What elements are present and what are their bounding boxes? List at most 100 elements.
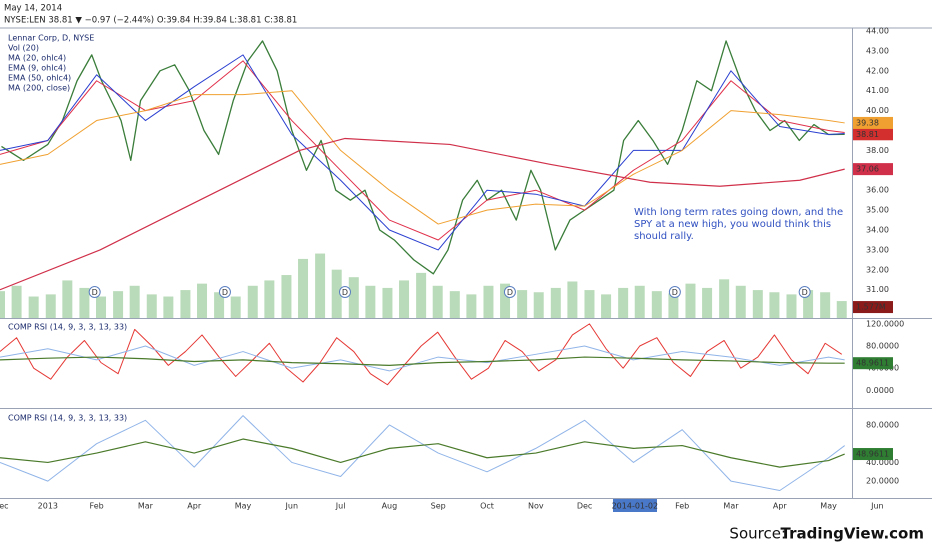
- volume-bar: [550, 287, 561, 318]
- volume-bar: [62, 280, 73, 318]
- quote: NYSE:LEN 38.81 ▼ −0.97 (−2.44%) O:39.84 …: [4, 16, 297, 26]
- volume-bar: [281, 275, 292, 318]
- y-tick-label: 36.00: [866, 186, 889, 195]
- last-value-label: 48.9611: [856, 359, 889, 368]
- last-value-label: 39.38: [856, 118, 879, 127]
- volume-bar: [214, 292, 225, 318]
- series-line: [0, 415, 845, 492]
- y-tick-label: 33.00: [866, 245, 889, 254]
- volume-bar: [146, 294, 157, 318]
- volume-bar: [803, 290, 814, 318]
- axis-layer: ec 2013 Feb Mar Apr May Jun Jul Aug Sep Oct Nov Dec 2…: [0, 26, 904, 510]
- legend-entry: MA (20, ohlc4): [8, 54, 66, 63]
- y-tick-label: 41.00: [866, 86, 889, 95]
- volume-bar: [836, 301, 847, 318]
- y-tick-label: 34.00: [866, 226, 889, 235]
- dividend-label: D: [92, 288, 98, 297]
- series-line: [0, 323, 843, 386]
- y-tick-label: 35.00: [866, 206, 889, 215]
- dividend-marker: [798, 286, 811, 298]
- volume-bar: [315, 253, 326, 318]
- volume-bar: [500, 283, 511, 318]
- dividend-label: D: [672, 288, 678, 297]
- crosshair-date-box: [613, 499, 657, 512]
- last-value-label: 37.06: [856, 165, 879, 174]
- volume-bar: [432, 285, 443, 318]
- x-tick-label: Jul: [335, 502, 346, 511]
- dividend-label: D: [342, 288, 348, 297]
- y-tick-label: 120.0000: [866, 319, 904, 328]
- volume-bar: [11, 285, 22, 318]
- volume-bar: [0, 291, 5, 318]
- legend-entry: MA (200, close): [8, 84, 70, 93]
- series-line: [0, 438, 845, 468]
- y-tick-label: 43.00: [866, 46, 889, 55]
- volume-bar: [466, 294, 477, 318]
- volume-bar: [769, 292, 780, 318]
- volume-bar: [28, 296, 39, 318]
- y-tick-label: 40.0000: [866, 458, 899, 467]
- volume-bar: [230, 296, 241, 318]
- series-line: [0, 54, 845, 251]
- date: May 14, 2014: [4, 4, 62, 14]
- last-value-box: [853, 116, 893, 129]
- price-pane: [0, 28, 852, 318]
- volume-bar: [298, 258, 309, 318]
- last-value-label: 1.577M: [856, 303, 886, 312]
- y-tick-label: 38.00: [866, 146, 889, 155]
- x-tick-label: Apr: [773, 502, 788, 511]
- dividend-label: D: [507, 288, 513, 297]
- volume-bar: [399, 280, 410, 318]
- volume-bar: [601, 294, 612, 318]
- volume-bar: [129, 285, 140, 318]
- volume-bar: [786, 294, 797, 318]
- x-tick-label: Jun: [285, 502, 299, 511]
- source-prefix: Source:: [729, 525, 786, 543]
- annotation-line: should rally.: [634, 231, 694, 242]
- dividend-label: D: [222, 288, 228, 297]
- volume-bar: [752, 290, 763, 318]
- series-line: [0, 356, 845, 366]
- dividend-marker: [218, 286, 231, 298]
- volume-bar: [79, 287, 90, 318]
- y-tick-label: 80.0000: [866, 342, 899, 351]
- last-value-box: [853, 163, 893, 176]
- volume-bar: [197, 283, 208, 318]
- volume-bar: [113, 291, 124, 318]
- last-value-box: [853, 301, 893, 314]
- x-tick-label: 2014-01-02: [612, 502, 659, 511]
- volume-bar: [533, 292, 544, 318]
- series-line: [0, 137, 845, 291]
- volume-bar: [685, 283, 696, 318]
- x-tick-label: Feb: [90, 502, 104, 511]
- last-value-label: 38.81: [856, 130, 879, 139]
- x-tick-label: May: [820, 502, 837, 511]
- volume-bar: [634, 285, 645, 318]
- volume-bar: [618, 287, 629, 318]
- dividend-marker: [88, 286, 101, 298]
- volume-bar: [365, 285, 376, 318]
- dividend-label: D: [802, 288, 808, 297]
- annotation-line: With long term rates going down, and the: [634, 207, 843, 218]
- y-tick-label: 44.00: [866, 26, 889, 35]
- x-tick-label: Mar: [723, 502, 739, 511]
- volume-bar: [483, 285, 494, 318]
- legend-entry: EMA (9, ohlc4): [8, 64, 66, 73]
- last-value-label: 48.9611: [856, 450, 889, 459]
- dividend-marker: [503, 286, 516, 298]
- dividend-marker: [338, 286, 351, 298]
- volume-bar: [584, 290, 595, 318]
- series-line: [0, 345, 845, 372]
- last-value-box: [853, 128, 893, 141]
- volume-bar: [247, 285, 258, 318]
- x-tick-label: Mar: [138, 502, 154, 511]
- x-tick-label: ec: [0, 502, 9, 511]
- y-tick-label: 40.00: [866, 106, 889, 115]
- x-tick-label: May: [235, 502, 252, 511]
- volume-bar: [567, 281, 578, 318]
- x-tick-label: Apr: [187, 502, 202, 511]
- volume-bar: [735, 285, 746, 318]
- x-tick-label: Feb: [675, 502, 689, 511]
- y-tick-label: 42.00: [866, 66, 889, 75]
